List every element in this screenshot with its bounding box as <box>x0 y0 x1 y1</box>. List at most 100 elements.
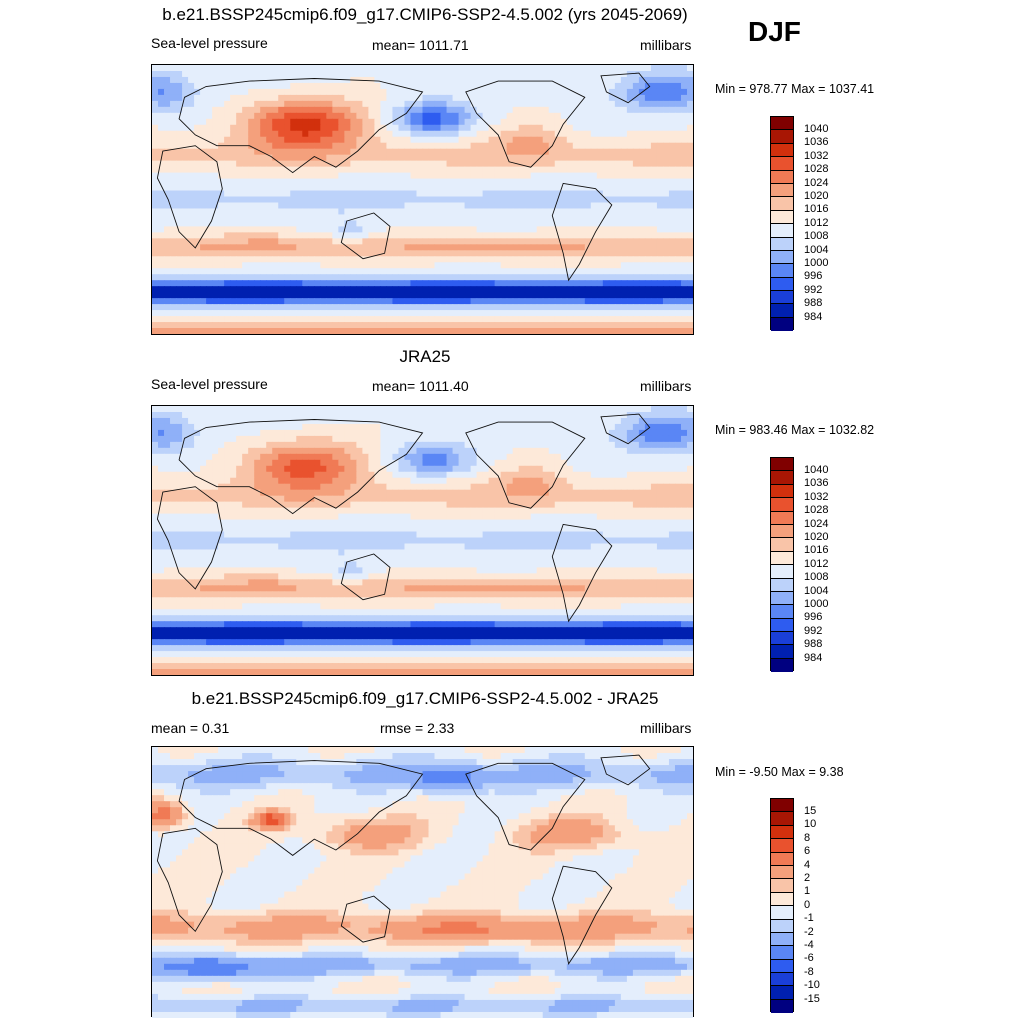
contour-cell <box>368 100 376 108</box>
contour-cell <box>308 459 315 467</box>
contour-cell <box>290 172 297 180</box>
panel-1-map <box>151 64 694 335</box>
contour-cell <box>176 429 183 437</box>
contour-cell <box>218 244 225 251</box>
contour-cell <box>314 244 321 251</box>
contour-cell <box>182 124 189 132</box>
contour-cell <box>410 94 418 102</box>
contour-cell <box>572 429 580 437</box>
contour-cell <box>278 435 285 443</box>
contour-cell <box>512 244 520 251</box>
contour-cell <box>386 411 394 419</box>
contour-cell <box>338 226 345 233</box>
contour-cell <box>554 214 562 222</box>
colorbar-cell <box>771 210 793 225</box>
contour-cell <box>512 447 520 455</box>
contour-cell <box>302 148 309 156</box>
contour-cell <box>482 154 490 162</box>
contour-cell <box>668 214 676 222</box>
contour-cell <box>332 429 339 437</box>
contour-cell <box>524 106 532 114</box>
contour-cell <box>380 280 388 287</box>
contour-cell <box>332 184 339 192</box>
contour-cell <box>596 274 604 281</box>
contour-cell <box>398 411 406 419</box>
contour-cell <box>488 310 496 317</box>
contour-cell <box>518 238 526 245</box>
contour-cell <box>182 94 189 102</box>
contour-cell <box>422 423 430 431</box>
contour-cell <box>500 124 508 132</box>
contour-cell <box>410 88 418 96</box>
contour-cell <box>188 184 195 192</box>
contour-cell <box>296 406 303 413</box>
contour-cell <box>308 178 315 186</box>
contour-cell <box>158 316 165 323</box>
contour-cell <box>230 178 237 186</box>
contour-cell <box>314 250 321 257</box>
contour-cell <box>428 65 436 72</box>
contour-cell <box>524 441 532 449</box>
contour-cell <box>260 142 267 150</box>
contour-cell <box>158 118 165 126</box>
contour-cell <box>518 310 526 317</box>
contour-cell <box>524 411 532 419</box>
contour-cell <box>500 118 508 126</box>
contour-cell <box>512 292 520 299</box>
contour-cell <box>548 292 556 299</box>
contour-cell <box>212 298 219 305</box>
contour-cell <box>584 82 592 90</box>
contour-cell <box>344 310 351 317</box>
contour-cell <box>374 304 382 311</box>
contour-cell <box>656 256 664 263</box>
contour-cell <box>476 262 484 269</box>
contour-cell <box>536 250 544 257</box>
contour-cell <box>368 441 376 449</box>
contour-cell <box>500 76 508 84</box>
contour-cell <box>560 70 568 78</box>
contour-cell <box>200 274 207 281</box>
contour-cell <box>350 172 357 180</box>
contour-cell <box>242 172 249 180</box>
contour-cell <box>248 130 255 138</box>
colorbar-tick-label: 996 <box>804 270 823 283</box>
contour-cell <box>584 76 592 84</box>
contour-cell <box>620 423 628 431</box>
contour-cell <box>632 190 640 198</box>
contour-cell <box>644 328 652 334</box>
contour-cell <box>206 435 213 443</box>
contour-cell <box>410 328 418 334</box>
contour-cell <box>542 310 550 317</box>
contour-cell <box>470 429 478 437</box>
contour-cell <box>200 256 207 263</box>
contour-cell <box>602 280 610 287</box>
contour-cell <box>440 250 448 257</box>
contour-cell <box>644 274 652 281</box>
contour-cell <box>608 441 616 449</box>
contour-cell <box>572 196 580 204</box>
contour-cell <box>254 88 261 96</box>
contour-cell <box>656 130 664 138</box>
contour-cell <box>272 244 279 251</box>
contour-cell <box>386 316 394 323</box>
contour-cell <box>638 292 646 299</box>
contour-cell <box>164 250 171 257</box>
contour-cell <box>248 280 255 287</box>
contour-cell <box>446 196 454 204</box>
contour-cell <box>530 70 538 78</box>
contour-cell <box>638 274 646 281</box>
contour-cell <box>218 274 225 281</box>
contour-cell <box>566 280 574 287</box>
contour-cell <box>338 172 345 180</box>
contour-cell <box>674 232 682 239</box>
contour-cell <box>638 118 646 126</box>
contour-cell <box>272 196 279 204</box>
contour-cell <box>398 274 406 281</box>
contour-cell <box>518 256 526 263</box>
contour-cell <box>590 112 598 120</box>
contour-cell <box>572 226 580 233</box>
contour-cell <box>602 208 610 216</box>
contour-cell <box>524 148 532 156</box>
contour-cell <box>560 184 568 192</box>
contour-cell <box>638 328 646 334</box>
